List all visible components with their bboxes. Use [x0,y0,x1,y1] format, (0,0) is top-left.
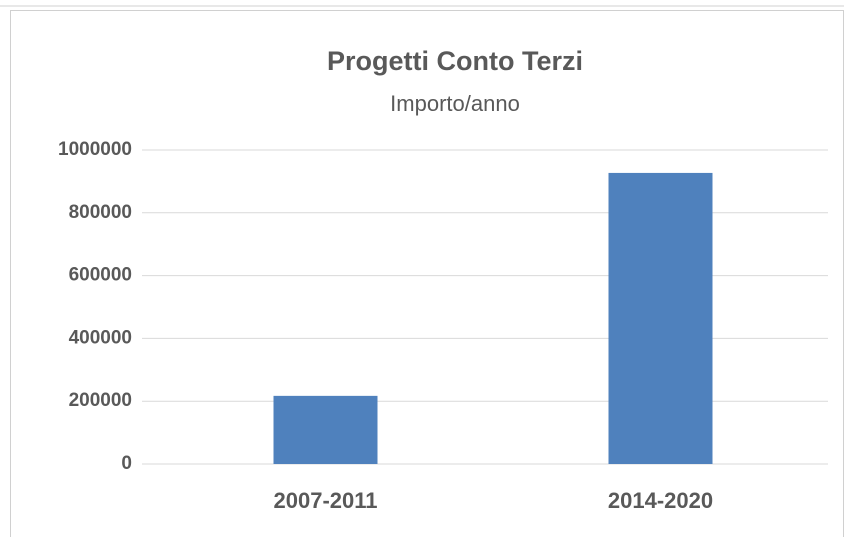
bar [608,172,713,464]
chart-subtitle: Importo/anno [390,91,520,116]
y-tick-label: 1000000 [58,139,132,160]
y-tick-label: 600000 [69,265,132,286]
bar [273,395,378,464]
y-tick-label: 400000 [69,327,132,348]
y-tick-label: 800000 [69,202,132,223]
y-tick-label: 0 [121,453,132,474]
chart-title: Progetti Conto Terzi [327,46,583,76]
x-tick-label: 2007-2011 [274,488,378,513]
y-tick-label: 200000 [69,390,132,411]
x-tick-label: 2014-2020 [608,488,713,513]
